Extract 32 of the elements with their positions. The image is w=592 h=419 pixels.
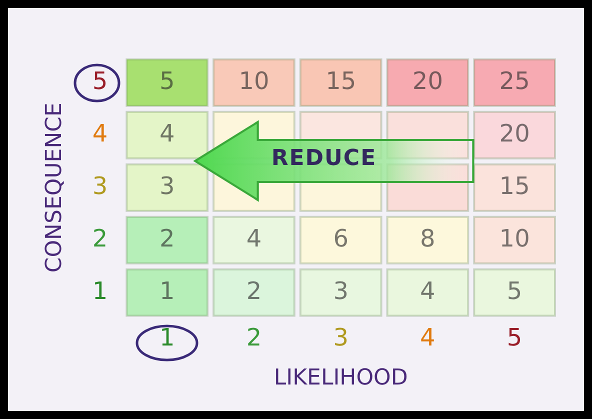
- y-tick-label: 5: [92, 66, 108, 95]
- data-label: 20: [412, 66, 443, 95]
- data-label: 6: [333, 224, 348, 252]
- data-label: 8: [420, 224, 436, 252]
- data-label: 15: [499, 172, 530, 200]
- y-tick-label: 4: [92, 119, 108, 148]
- x-tick-label: 4: [420, 323, 436, 352]
- data-label: 4: [159, 119, 175, 148]
- data-label: 5: [506, 276, 522, 305]
- data-label: 25: [499, 66, 530, 95]
- x-tick-label: 2: [246, 323, 262, 352]
- data-label: 5: [159, 66, 175, 95]
- y-tick-label: 3: [92, 172, 108, 200]
- data-label: 4: [420, 276, 436, 305]
- data-label: 1: [159, 276, 175, 305]
- data-label: 10: [238, 66, 270, 95]
- x-tick-label: 5: [506, 323, 522, 352]
- data-label: 3: [333, 276, 348, 305]
- data-label: 2: [159, 224, 175, 252]
- data-label: 10: [499, 224, 530, 252]
- y-tick-label: 2: [92, 224, 108, 252]
- data-label: 4: [246, 224, 262, 252]
- x-tick-label: 1: [159, 323, 175, 352]
- x-axis-title: LIKELIHOOD: [274, 366, 408, 391]
- data-label: 2: [246, 276, 262, 305]
- y-tick-label: 1: [92, 276, 108, 305]
- x-tick-label: 3: [333, 323, 348, 352]
- y-axis-title: CONSEQUENCE: [42, 102, 67, 273]
- data-label: 3: [159, 172, 175, 200]
- data-label: 20: [499, 119, 530, 148]
- annotation: REDUCE: [271, 146, 377, 172]
- data-label: 15: [326, 66, 356, 95]
